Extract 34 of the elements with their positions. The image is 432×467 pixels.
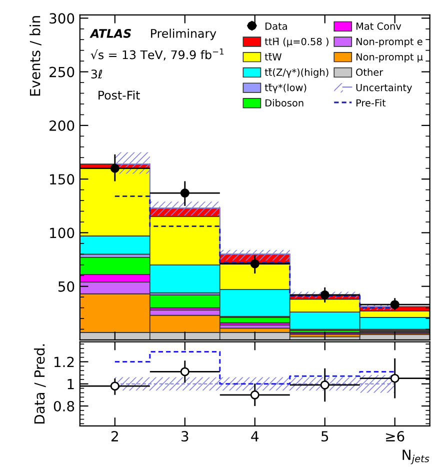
x-axis-title: N$_{jets}$: [402, 450, 430, 464]
y-tick-label: 1: [68, 379, 74, 390]
x-tick-label: 3: [182, 431, 188, 442]
legend-label: Other: [356, 68, 384, 76]
legend-label: Diboson: [266, 99, 304, 107]
y-tick-label: 250: [50, 66, 74, 78]
annotation: Preliminary: [151, 28, 216, 40]
y-tick-label: 0.8: [54, 400, 74, 412]
y-tick-label: 200: [50, 120, 74, 131]
x-tick-label: ≥6: [386, 431, 404, 442]
y-tick-label: 1.2: [54, 356, 74, 368]
legend-label: Non-prompt e: [356, 38, 422, 48]
annotation: 3ℓ: [91, 70, 102, 78]
y-tick-label: 150: [50, 174, 74, 185]
legend-label: Non-prompt μ: [356, 53, 423, 62]
x-tick-label: 5: [322, 431, 328, 442]
y-tick-label: 50: [58, 281, 74, 292]
legend-label: Pre-Fit: [356, 99, 386, 107]
legend-label: tt̄(Z/γ*)(high): [264, 68, 328, 78]
legend-label: Data: [266, 22, 287, 30]
legend-label: Uncertainty: [356, 84, 412, 94]
y-tick-label: 300: [50, 13, 74, 24]
y-axis-title: Data / Pred.: [34, 344, 46, 424]
legend-label: ttH̄ (μ=0.58 ): [264, 38, 328, 48]
legend-label: tt̄γ*(low): [264, 84, 306, 94]
legend-label: Mat Conv: [356, 22, 402, 30]
legend-label: tt̄W: [264, 53, 282, 60]
annotation: Post-Fit: [98, 90, 140, 100]
y-tick-label: 100: [50, 228, 74, 238]
x-tick-label: 2: [112, 431, 118, 442]
annotation: ATLAS: [90, 28, 131, 38]
y-axis-title: Events / bin: [30, 16, 42, 96]
annotation: √s = 13 TeV, 79.9 fb$^{−1}$: [90, 48, 224, 60]
x-tick-label: 4: [251, 431, 259, 442]
